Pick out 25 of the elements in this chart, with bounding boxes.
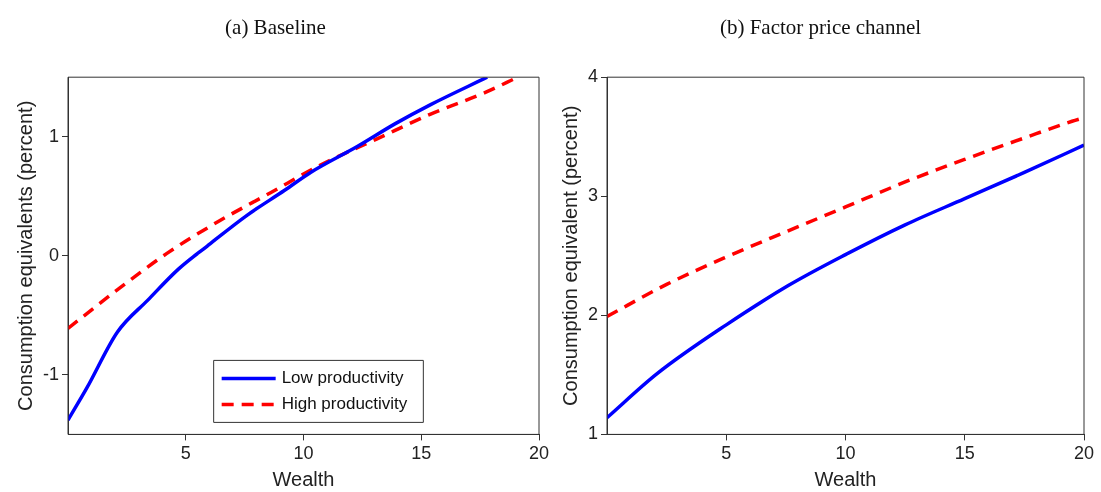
x-tick-label: 15	[954, 443, 975, 464]
line-series	[68, 77, 489, 422]
x-tick-label: 15	[411, 443, 432, 464]
x-axis-title: Wealth	[272, 467, 335, 490]
y-axis-title: Consumption equivalents (percent)	[13, 100, 36, 411]
y-tick-label: 4	[588, 66, 599, 87]
chart-title: (a) Baseline	[225, 15, 326, 40]
x-tick-label: 5	[721, 443, 732, 464]
x-tick-label: 10	[835, 443, 856, 464]
y-tick-label: 3	[588, 185, 599, 206]
y-tick-label: -1	[42, 363, 59, 384]
legend-label: High productivity	[281, 394, 408, 414]
legend-label: Low productivity	[281, 368, 405, 388]
y-tick-label: 1	[48, 125, 59, 146]
chart-title: (b) Factor price channel	[719, 15, 922, 40]
x-tick-label: 5	[180, 443, 191, 464]
line-series	[607, 143, 1084, 420]
x-tick-label: 20	[528, 443, 550, 464]
x-tick-label: 10	[293, 443, 314, 464]
y-tick-label: 1	[588, 423, 599, 444]
x-tick-label: 20	[1073, 443, 1095, 464]
y-tick-label: 0	[48, 244, 59, 265]
x-axis-title: Wealth	[814, 467, 877, 490]
y-tick-label: 2	[588, 304, 599, 325]
y-axis-title: Consumption equivalent (percent)	[558, 105, 581, 406]
